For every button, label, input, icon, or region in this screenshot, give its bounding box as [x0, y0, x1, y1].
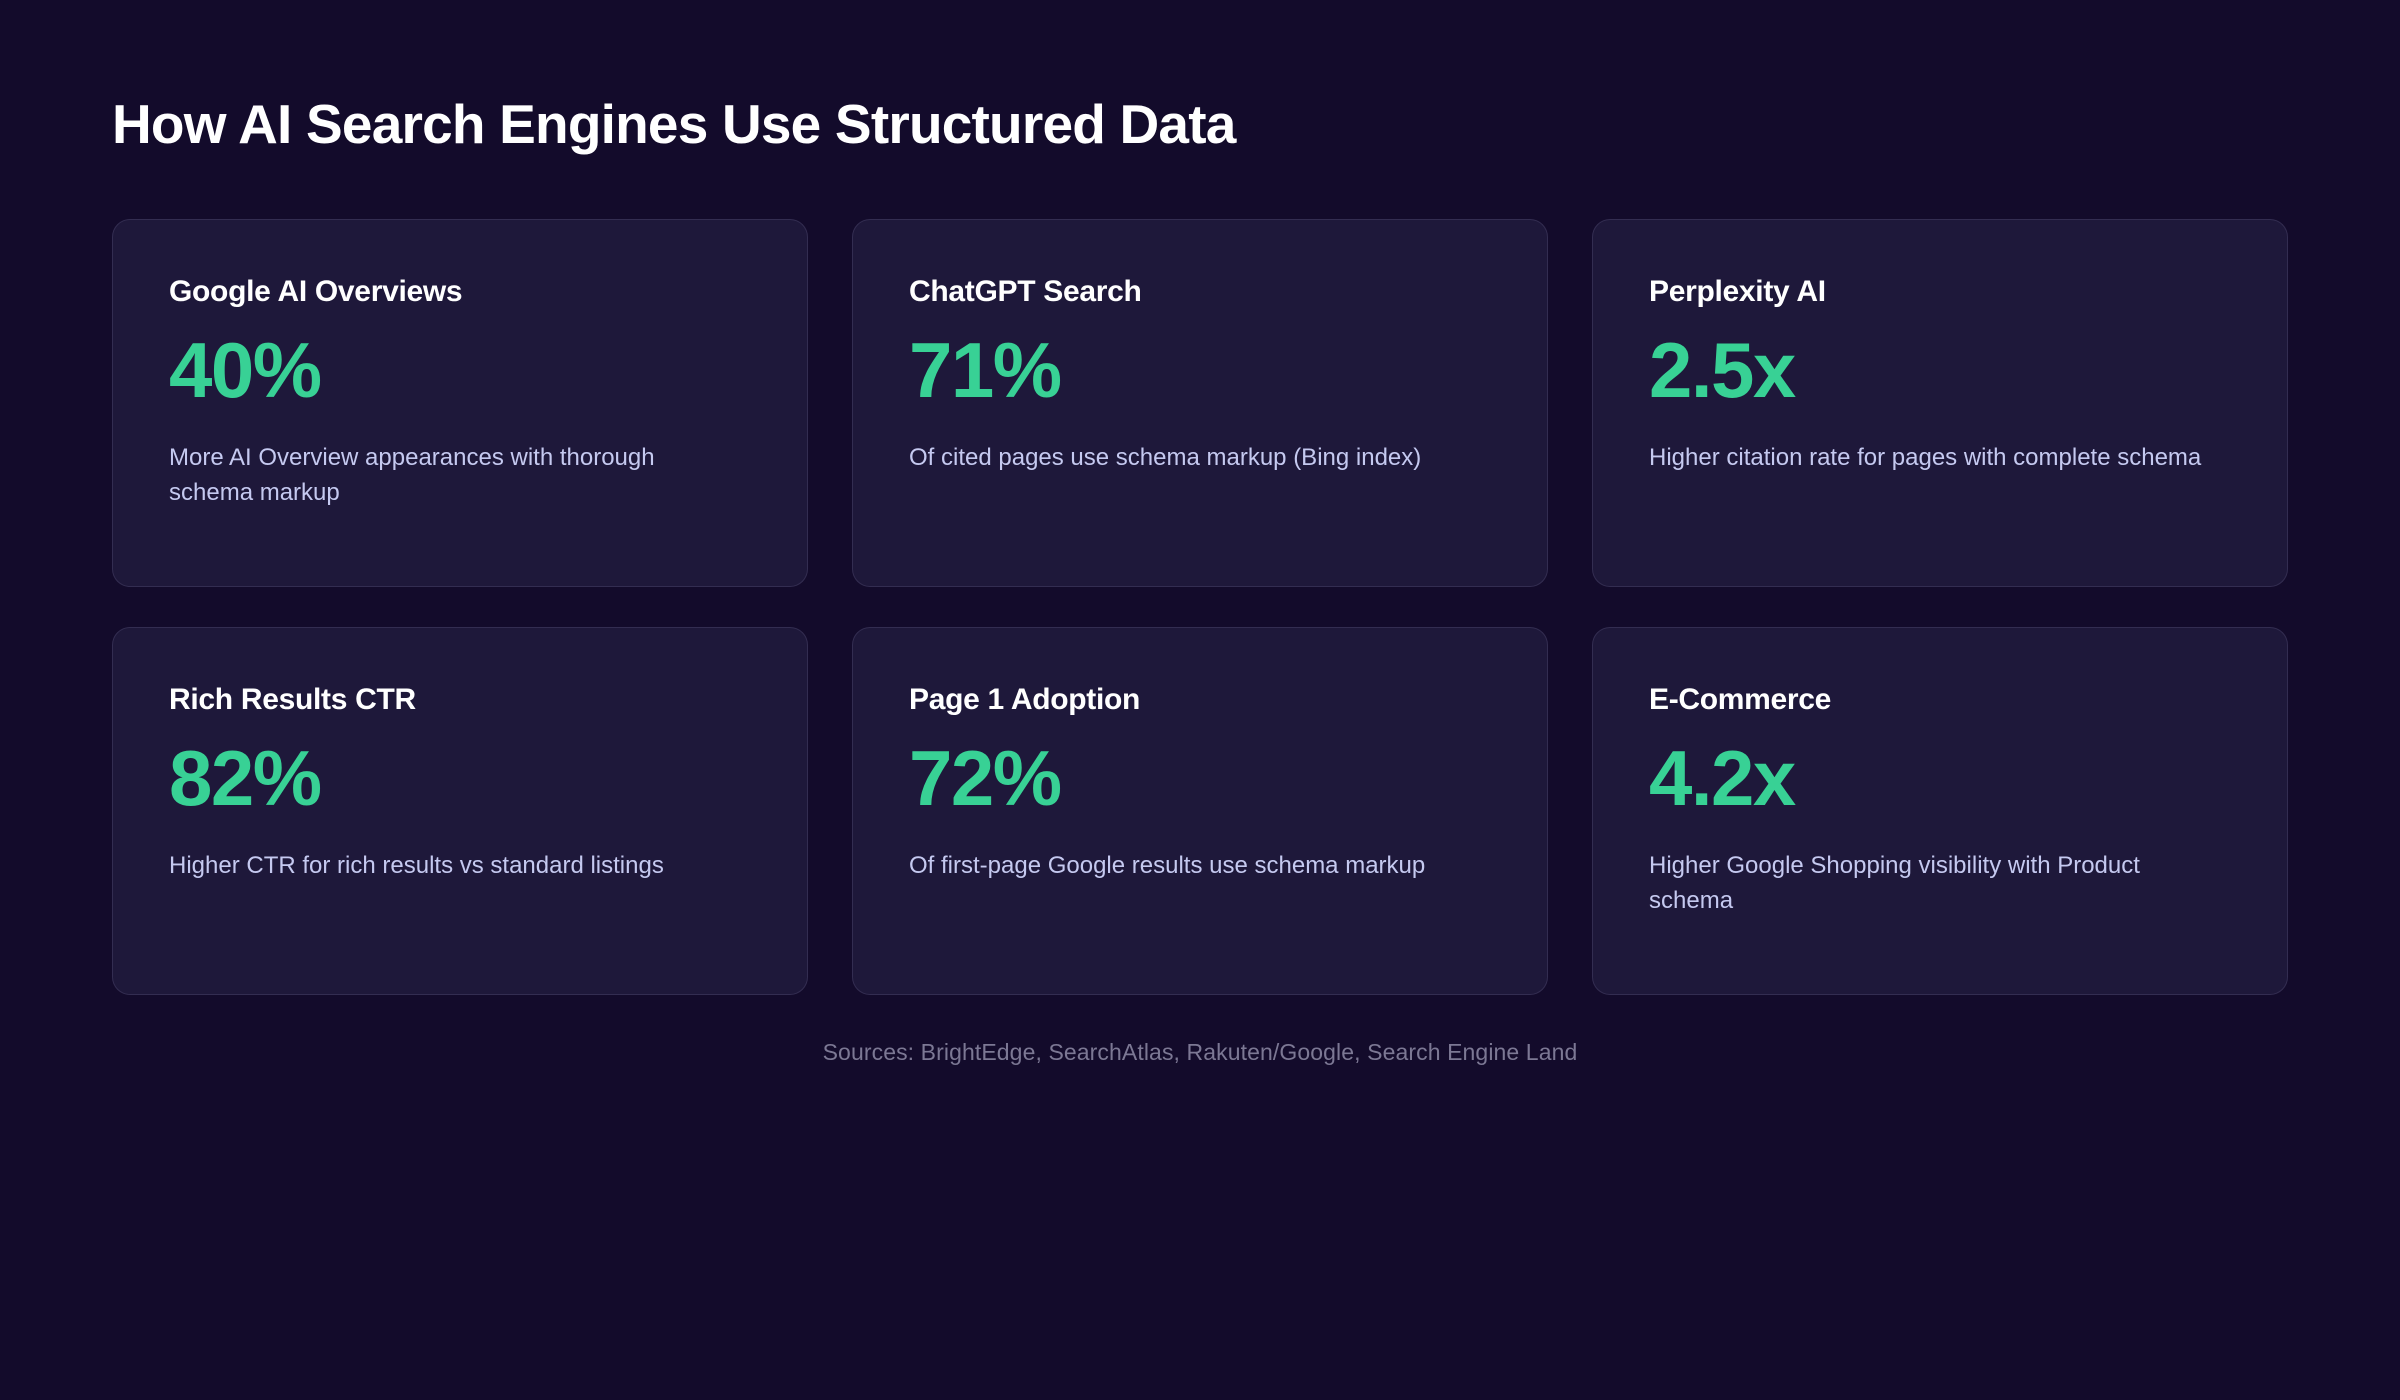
- stat-card-label: Perplexity AI: [1649, 274, 1826, 308]
- stat-card-value: 72%: [909, 733, 1062, 822]
- stat-card-label: ChatGPT Search: [909, 274, 1142, 308]
- stat-card-page-1-adoption[interactable]: Page 1 Adoption 72% Of first-page Google…: [852, 626, 1548, 995]
- stat-card-label: Rich Results CTR: [169, 682, 416, 716]
- stat-card-description: Of first-page Google results use schema …: [909, 852, 1426, 880]
- sources-note: Sources: BrightEdge, SearchAtlas, Rakute…: [822, 1038, 1578, 1065]
- stat-card-label: Google AI Overviews: [169, 274, 463, 308]
- stat-card-description: More AI Overview appearances with thorou…: [169, 444, 655, 507]
- stat-card-description: Higher CTR for rich results vs standard …: [169, 852, 664, 880]
- stat-card-rich-results-ctr[interactable]: Rich Results CTR 82% Higher CTR for rich…: [112, 626, 808, 995]
- stat-card-chatgpt-search[interactable]: ChatGPT Search 71% Of cited pages use sc…: [852, 218, 1548, 587]
- stat-card-description: Higher citation rate for pages with comp…: [1649, 444, 2202, 472]
- stat-card-value: 4.2x: [1649, 733, 1796, 822]
- stat-card-value: 2.5x: [1649, 325, 1796, 414]
- stat-card-grid: Google AI Overviews 40% More AI Overview…: [112, 218, 2288, 995]
- stat-card-value: 71%: [909, 325, 1062, 414]
- stat-card-label: E-Commerce: [1649, 682, 1832, 716]
- page-title: How AI Search Engines Use Structured Dat…: [112, 93, 1236, 155]
- stat-card-label: Page 1 Adoption: [909, 682, 1141, 716]
- stat-card-e-commerce[interactable]: E-Commerce 4.2x Higher Google Shopping v…: [1592, 626, 2288, 995]
- stat-card-value: 40%: [169, 325, 322, 414]
- stat-card-google-ai-overviews[interactable]: Google AI Overviews 40% More AI Overview…: [112, 218, 808, 587]
- stat-card-description: Higher Google Shopping visibility with P…: [1649, 852, 2140, 915]
- stat-card-description: Of cited pages use schema markup (Bing i…: [909, 444, 1422, 472]
- stat-card-value: 82%: [169, 733, 322, 822]
- stat-card-perplexity-ai[interactable]: Perplexity AI 2.5x Higher citation rate …: [1592, 218, 2288, 587]
